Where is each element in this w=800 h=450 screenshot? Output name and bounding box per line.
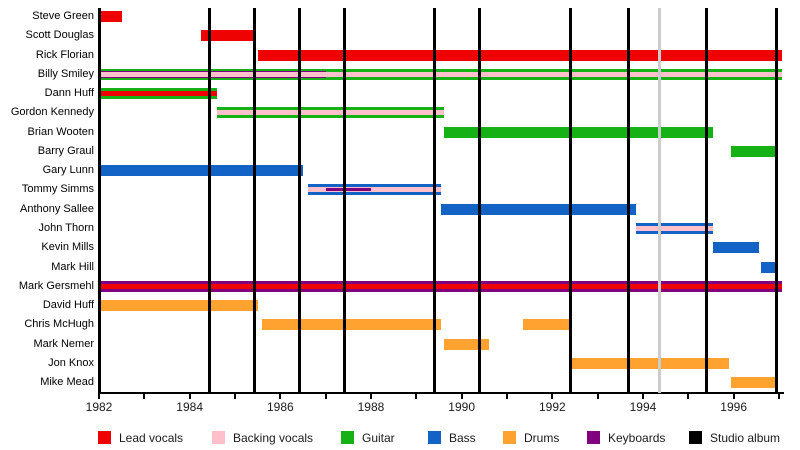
studio-album-line xyxy=(207,8,211,393)
studio-album-line xyxy=(297,8,301,393)
bar-guitar xyxy=(731,145,777,157)
legend-label: Studio album xyxy=(710,431,781,445)
studio-album-line xyxy=(568,8,572,393)
bar-drums xyxy=(99,300,258,312)
axis-tick xyxy=(551,394,554,399)
legend-swatch-lead_vocals xyxy=(98,431,111,444)
bar-bass xyxy=(713,242,759,254)
member-name: Jon Knox xyxy=(48,356,94,369)
legend-swatch-drums xyxy=(503,431,516,444)
bar-drums xyxy=(443,338,489,350)
axis-tick xyxy=(596,394,599,399)
legend-label: Backing vocals xyxy=(233,431,314,445)
axis-year-label: 1994 xyxy=(629,400,657,414)
member-name: Brian Wooten xyxy=(27,125,94,138)
axis-tick xyxy=(279,394,282,399)
member-name: Billy Smiley xyxy=(37,67,94,80)
bar-lead_vocals xyxy=(99,11,122,22)
member-name: Rick Florian xyxy=(35,48,94,61)
bar-lead_vocals xyxy=(257,49,783,61)
x-axis-line xyxy=(97,392,784,394)
bar-keyboards xyxy=(325,188,371,192)
bar-backing_vocals xyxy=(636,225,714,231)
studio-album-line xyxy=(98,8,102,393)
legend-label: Bass xyxy=(449,431,476,445)
legend-swatch-guitar xyxy=(341,431,354,444)
studio-album-line xyxy=(775,8,779,393)
bar-backing_vocals xyxy=(216,110,444,116)
member-name: Dann Huff xyxy=(44,87,94,100)
member-name: Kevin Mills xyxy=(41,241,94,254)
legend-swatch-bass xyxy=(428,431,441,444)
member-name: David Huff xyxy=(42,299,94,312)
axis-tick xyxy=(687,394,690,399)
member-name: Steve Green xyxy=(32,10,94,22)
studio-album-line xyxy=(432,8,436,393)
legend-label: Guitar xyxy=(362,431,395,445)
axis-year-label: 1982 xyxy=(85,400,113,414)
member-name: Chris McHugh xyxy=(24,318,94,331)
studio-album-line xyxy=(343,8,347,393)
member-name: Mark Gersmehl xyxy=(18,279,94,292)
bar-backing_vocals xyxy=(99,71,783,77)
member-name: John Thorn xyxy=(38,221,94,234)
other-release-line xyxy=(658,8,662,393)
axis-tick xyxy=(641,394,644,399)
bar-bass xyxy=(99,165,303,177)
bar-bass xyxy=(441,203,637,215)
axis-tick xyxy=(777,394,780,399)
studio-album-line xyxy=(478,8,482,393)
member-name: Gary Lunn xyxy=(42,164,94,177)
bar-bass xyxy=(760,261,778,273)
timeline-chart: Steve Green Scott Douglas Rick Florian Bill… xyxy=(10,8,784,414)
axis-year-label: 1986 xyxy=(266,400,294,414)
axis-tick xyxy=(369,394,372,399)
legend-swatch-backing_vocals xyxy=(212,431,225,444)
axis-tick xyxy=(143,394,146,399)
axis-tick xyxy=(98,394,100,399)
member-name: Mark Hill xyxy=(51,260,94,273)
bar-lead_vocals xyxy=(99,91,217,97)
member-name: Mike Mead xyxy=(40,376,94,389)
axis-tick xyxy=(324,394,327,399)
legend: Lead vocals Backing vocals Guitar Bass Drums… xyxy=(0,428,800,450)
legend-label: Lead vocals xyxy=(119,431,184,445)
legend-swatch-studio_album xyxy=(689,431,702,444)
axis-tick xyxy=(505,394,508,399)
member-name: Anthony Sallee xyxy=(20,202,94,215)
axis-tick xyxy=(732,394,735,399)
axis-year-label: 1984 xyxy=(176,400,203,414)
bar-backing_vocals xyxy=(307,187,442,193)
bar-lead_vocals xyxy=(99,283,783,289)
member-name: Gordon Kennedy xyxy=(10,106,94,119)
axis-year-label: 1992 xyxy=(538,400,566,414)
bar-drums xyxy=(262,319,442,331)
studio-album-line xyxy=(627,8,631,393)
member-name: Tommy Simms xyxy=(21,183,94,196)
member-name: Scott Douglas xyxy=(25,29,94,42)
bar-guitar xyxy=(443,126,714,138)
member-name: Mark Nemer xyxy=(33,337,94,350)
bar-drums xyxy=(570,357,730,369)
axis-year-label: 1990 xyxy=(448,400,475,414)
studio-album-line xyxy=(704,8,708,393)
legend-label: Drums xyxy=(524,431,560,445)
axis-year-label: 1996 xyxy=(720,400,747,414)
axis-tick xyxy=(233,394,236,399)
bar-drums xyxy=(731,377,778,389)
legend-swatch-keyboards xyxy=(587,431,600,444)
axis-tick xyxy=(415,394,418,399)
studio-album-line xyxy=(252,8,256,393)
axis-year-label: 1988 xyxy=(357,400,385,414)
axis-tick xyxy=(188,394,191,399)
member-name: Barry Graul xyxy=(37,144,94,157)
legend-label: Keyboards xyxy=(608,431,666,445)
bar-lead_vocals xyxy=(200,30,256,42)
bar-drums xyxy=(522,319,571,331)
axis-tick xyxy=(460,394,463,399)
